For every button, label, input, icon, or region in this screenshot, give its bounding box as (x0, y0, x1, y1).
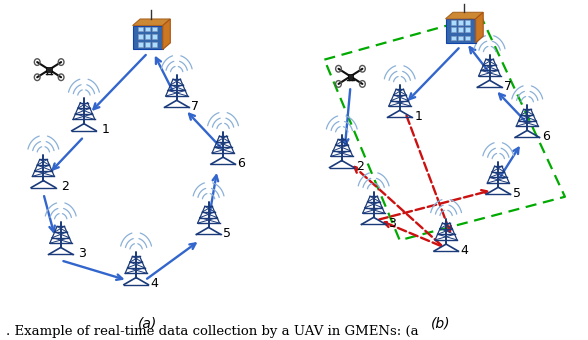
Text: 2: 2 (356, 160, 364, 173)
Bar (452, 27, 456, 32)
Text: 6: 6 (238, 157, 245, 170)
Bar (152, 34, 157, 39)
Polygon shape (133, 26, 163, 49)
Text: 5: 5 (513, 187, 521, 200)
Polygon shape (133, 19, 171, 26)
Bar (145, 27, 150, 32)
Text: 1: 1 (101, 123, 109, 136)
Polygon shape (476, 12, 483, 43)
Text: 7: 7 (504, 80, 512, 93)
Bar (152, 42, 157, 47)
Bar (138, 27, 143, 32)
Text: (a): (a) (138, 317, 158, 330)
Text: 4: 4 (151, 277, 159, 290)
Bar (138, 42, 143, 47)
Bar (465, 20, 470, 25)
Bar (465, 36, 470, 40)
Text: . Example of real-time data collection by a UAV in GMENs: (a: . Example of real-time data collection b… (6, 325, 419, 338)
Bar (458, 20, 463, 25)
Bar (46, 67, 52, 72)
Text: (b): (b) (430, 317, 450, 330)
Text: 6: 6 (542, 130, 550, 143)
Text: 1: 1 (414, 110, 422, 123)
Bar (145, 42, 150, 47)
Polygon shape (163, 19, 171, 49)
Bar (452, 36, 456, 40)
Polygon shape (446, 12, 483, 19)
Text: 7: 7 (191, 100, 199, 113)
Bar (348, 74, 353, 79)
Text: 2: 2 (61, 180, 69, 193)
Bar (465, 27, 470, 32)
Text: 4: 4 (460, 244, 469, 257)
Text: 3: 3 (388, 217, 396, 230)
Text: 5: 5 (223, 227, 231, 240)
Text: 3: 3 (78, 247, 86, 260)
Bar (458, 36, 463, 40)
Bar (152, 27, 157, 32)
Bar (138, 34, 143, 39)
Bar (145, 34, 150, 39)
Bar (452, 20, 456, 25)
Polygon shape (446, 19, 476, 43)
Bar (458, 27, 463, 32)
